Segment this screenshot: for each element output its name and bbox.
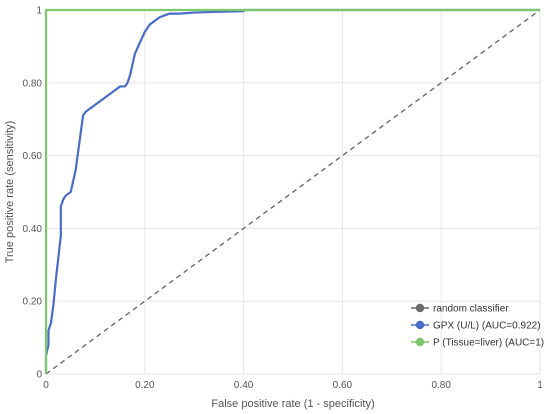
legend-label: random classifier bbox=[433, 304, 509, 315]
series-line-1 bbox=[44, 8, 540, 374]
x-axis-label: False positive rate (1 - specificity) bbox=[211, 398, 374, 410]
legend-marker bbox=[415, 303, 425, 313]
y-tick-label: 0.80 bbox=[23, 78, 43, 89]
series-lines bbox=[44, 8, 540, 374]
y-tick-label: 0 bbox=[36, 370, 42, 381]
y-tick-label: 0.60 bbox=[23, 151, 43, 162]
x-tick-label: 1 bbox=[537, 380, 543, 391]
x-tick-label: 0 bbox=[43, 380, 49, 391]
x-tick-label: 0.20 bbox=[135, 380, 155, 391]
y-tick-label: 1 bbox=[36, 6, 42, 17]
x-tick-label: 0.60 bbox=[333, 380, 353, 391]
series-line-0 bbox=[45, 9, 541, 375]
y-tick-label: 0.20 bbox=[23, 297, 43, 308]
legend-label: P (Tissue=liver) (AUC=1) bbox=[433, 338, 544, 349]
series-line-2 bbox=[44, 8, 540, 374]
x-tick-label: 0.80 bbox=[431, 380, 451, 391]
reference-lines bbox=[45, 9, 541, 375]
x-tick-label: 0.40 bbox=[234, 380, 254, 391]
legend-marker bbox=[415, 320, 425, 330]
legend: random classifier GPX (U/L) (AUC=0.922) P … bbox=[411, 304, 544, 349]
y-axis-label: True positive rate (sensitivity) bbox=[4, 121, 16, 264]
y-tick-label: 0.40 bbox=[23, 224, 43, 235]
legend-label: GPX (U/L) (AUC=0.922) bbox=[433, 321, 541, 332]
tick-labels: 0 0.20 0.40 0.60 0.80 1 0 0.20 0.40 0.60 0.80 1 bbox=[23, 6, 544, 392]
legend-marker bbox=[415, 337, 425, 347]
